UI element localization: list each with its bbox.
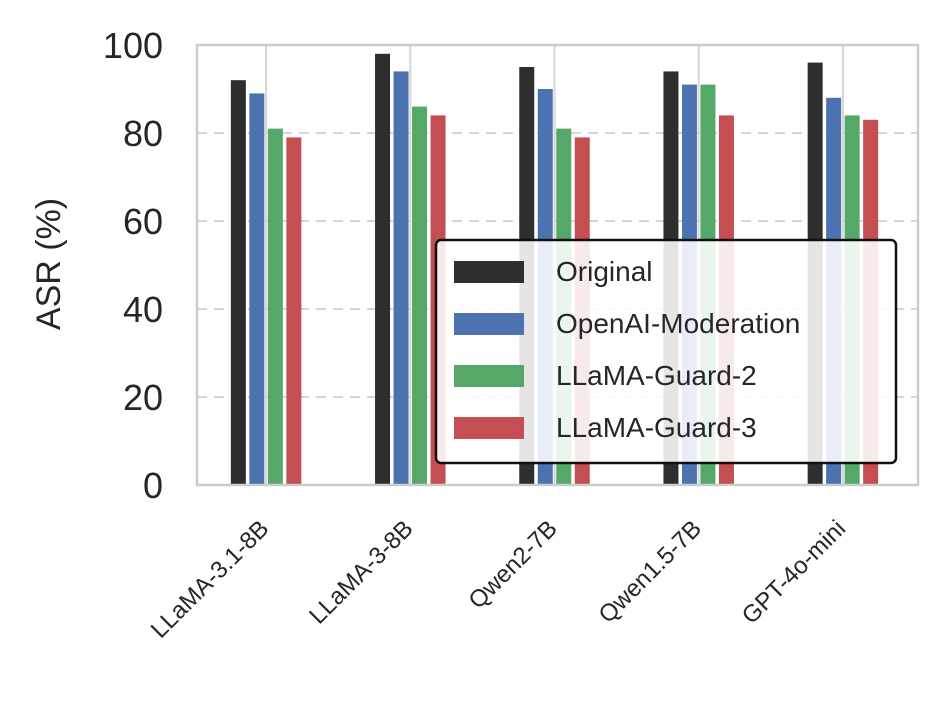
y-tick-label: 40 [123, 289, 163, 330]
bar [286, 137, 302, 485]
bar [230, 80, 246, 485]
bar [267, 128, 283, 485]
legend-swatch [454, 417, 524, 439]
legend-swatch [454, 261, 524, 283]
y-axis-ticks: 0 20 40 60 80 100 [103, 25, 163, 506]
y-tick-label: 0 [143, 465, 163, 506]
bar [412, 106, 428, 485]
legend-label: LLaMA-Guard-2 [556, 360, 757, 391]
legend-box [434, 238, 898, 465]
x-tick-label: LLaMA-3-8B [304, 515, 418, 629]
y-tick-label: 100 [103, 25, 163, 66]
x-tick-label: LLaMA-3.1-8B [146, 515, 275, 644]
legend-swatch [454, 365, 524, 387]
y-tick-label: 60 [123, 201, 163, 242]
x-axis-ticks: LLaMA-3.1-8B LLaMA-3-8B Qwen2-7B Qwen1.5-7B… [146, 515, 851, 644]
plot-area-frame [195, 43, 920, 487]
x-tick-label: Qwen1.5-7B [594, 515, 707, 628]
y-tick-label: 80 [123, 113, 163, 154]
bar [375, 53, 391, 486]
bar [249, 93, 265, 486]
legend-label: OpenAI-Moderation [556, 308, 800, 339]
legend-label: Original [556, 256, 652, 287]
legend-swatch [454, 313, 524, 335]
x-tick-label: GPT-4o-mini [737, 515, 851, 629]
y-axis-label: ASR (%) [30, 198, 68, 330]
y-tick-label: 20 [123, 377, 163, 418]
legend: Original OpenAI-Moderation LLaMA-Guard-2 LL… [434, 238, 898, 465]
x-tick-label: Qwen2-7B [463, 515, 562, 614]
bar [393, 71, 409, 486]
legend-label: LLaMA-Guard-3 [556, 412, 757, 443]
